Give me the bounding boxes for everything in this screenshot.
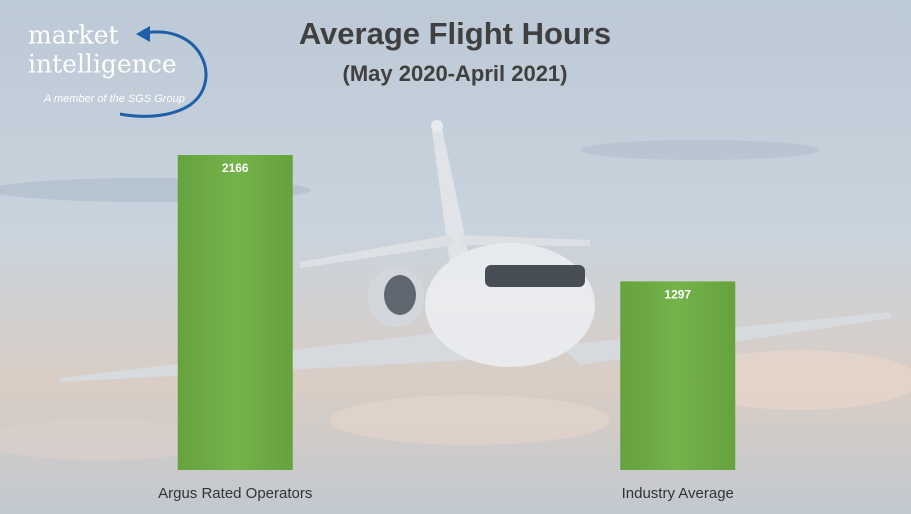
x-tick-label: Argus Rated Operators (158, 485, 312, 502)
chart-subtitle: (May 2020-April 2021) (343, 61, 568, 86)
logo-tagline: A member of the SGS Group (43, 93, 185, 105)
chart-title: Average Flight Hours (299, 16, 611, 51)
bar (177, 155, 293, 470)
logo-arrow (136, 26, 150, 42)
value-label: 2166 (222, 161, 249, 175)
x-tick-label: Industry Average (622, 485, 734, 502)
value-label: 1297 (664, 288, 691, 302)
logo-text: market (28, 21, 119, 50)
logo-text: intelligence (28, 50, 177, 79)
bar (620, 281, 736, 470)
logo: market intelligence A member of the SGS … (28, 21, 208, 118)
logo-swoosh (119, 30, 208, 118)
